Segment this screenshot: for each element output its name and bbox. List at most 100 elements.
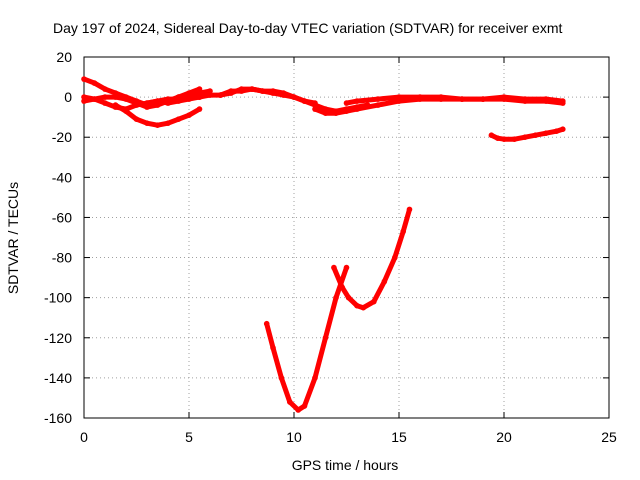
- data-point: [102, 94, 108, 100]
- data-point: [354, 98, 360, 104]
- data-point: [259, 88, 266, 94]
- data-point: [144, 100, 150, 106]
- y-tick-label: -120: [44, 330, 72, 346]
- data-point: [280, 92, 287, 98]
- data-point: [532, 132, 539, 138]
- data-point: [217, 92, 224, 98]
- data-point: [249, 86, 255, 92]
- data-point: [175, 96, 182, 102]
- data-point: [228, 90, 234, 96]
- data-point: [91, 80, 98, 86]
- data-point: [511, 136, 518, 142]
- data-point: [406, 206, 413, 213]
- data-point: [301, 98, 308, 104]
- data-point: [133, 102, 140, 108]
- data-point: [543, 130, 549, 136]
- data-point: [333, 294, 339, 301]
- data-point: [196, 94, 203, 100]
- data-point: [186, 90, 192, 96]
- y-tick-label: -160: [44, 410, 72, 426]
- data-point: [333, 110, 339, 116]
- data-point: [501, 94, 507, 100]
- y-tick-label: 0: [64, 89, 72, 105]
- data-point: [501, 136, 507, 142]
- data-point: [287, 399, 293, 405]
- data-point: [459, 96, 465, 102]
- data-point: [480, 96, 486, 102]
- data-point: [81, 76, 87, 82]
- y-axis-label: SDTVAR / TECUs: [5, 182, 21, 294]
- data-point: [144, 120, 150, 126]
- series-sat-track-j: [264, 266, 349, 413]
- data-point: [186, 94, 192, 100]
- x-tick-label: 10: [286, 429, 302, 445]
- x-tick-label: 0: [80, 429, 88, 445]
- data-point: [123, 94, 129, 100]
- data-point: [322, 335, 329, 341]
- data-point: [354, 302, 360, 309]
- data-point: [186, 112, 192, 118]
- data-point: [165, 120, 171, 126]
- data-point: [396, 94, 402, 100]
- data-point: [312, 106, 318, 112]
- data-point: [207, 88, 213, 94]
- data-series: [81, 76, 566, 413]
- data-point: [207, 92, 213, 98]
- series-sat-track-k: [331, 208, 412, 311]
- data-point: [343, 108, 350, 114]
- data-point: [175, 116, 182, 122]
- data-point: [522, 134, 528, 140]
- data-point: [392, 254, 398, 261]
- data-point: [295, 407, 302, 413]
- data-point: [343, 264, 350, 271]
- data-point: [238, 86, 245, 92]
- data-point: [560, 126, 566, 132]
- data-point: [381, 278, 388, 285]
- data-point: [331, 264, 337, 271]
- data-point: [154, 98, 161, 104]
- data-point: [375, 102, 381, 108]
- data-point: [322, 110, 329, 116]
- data-point: [417, 94, 423, 100]
- data-point: [133, 116, 140, 122]
- data-point: [560, 98, 566, 104]
- data-point: [301, 403, 308, 409]
- tick-labels: 0 5 10 15 20 25 20 0 -20 -40 -60 -80 -100 -120 -140 -16…: [44, 49, 617, 445]
- data-point: [102, 86, 108, 92]
- series-sat-track-h: [346, 94, 564, 106]
- data-point: [112, 102, 119, 108]
- data-point: [154, 122, 161, 128]
- data-point: [102, 100, 108, 106]
- plot-frame: [83, 56, 610, 419]
- x-tick-label: 15: [391, 429, 407, 445]
- data-point: [270, 90, 276, 96]
- data-point: [270, 345, 276, 351]
- x-tick-label: 20: [496, 429, 512, 445]
- data-point: [345, 294, 352, 301]
- tick-marks: [83, 56, 610, 419]
- y-tick-label: -140: [44, 370, 72, 386]
- data-point: [543, 96, 549, 102]
- data-point: [494, 135, 501, 141]
- data-point: [371, 298, 377, 305]
- data-point: [123, 108, 129, 114]
- data-point: [360, 304, 367, 311]
- data-point: [339, 284, 346, 291]
- data-point: [354, 106, 360, 112]
- data-point: [196, 106, 203, 112]
- data-point: [91, 96, 98, 102]
- y-tick-label: -60: [52, 209, 72, 225]
- data-point: [112, 90, 119, 96]
- y-tick-label: -100: [44, 290, 72, 306]
- data-point: [196, 86, 203, 92]
- data-point: [278, 375, 285, 381]
- y-tick-label: -80: [52, 250, 72, 266]
- data-point: [263, 320, 270, 327]
- x-tick-label: 5: [185, 429, 193, 445]
- y-tick-label: -40: [52, 169, 72, 185]
- data-point: [553, 128, 560, 134]
- y-tick-label: -20: [52, 129, 72, 145]
- data-point: [81, 94, 87, 100]
- chart-title: Day 197 of 2024, Sidereal Day-to-day VTE…: [53, 20, 562, 36]
